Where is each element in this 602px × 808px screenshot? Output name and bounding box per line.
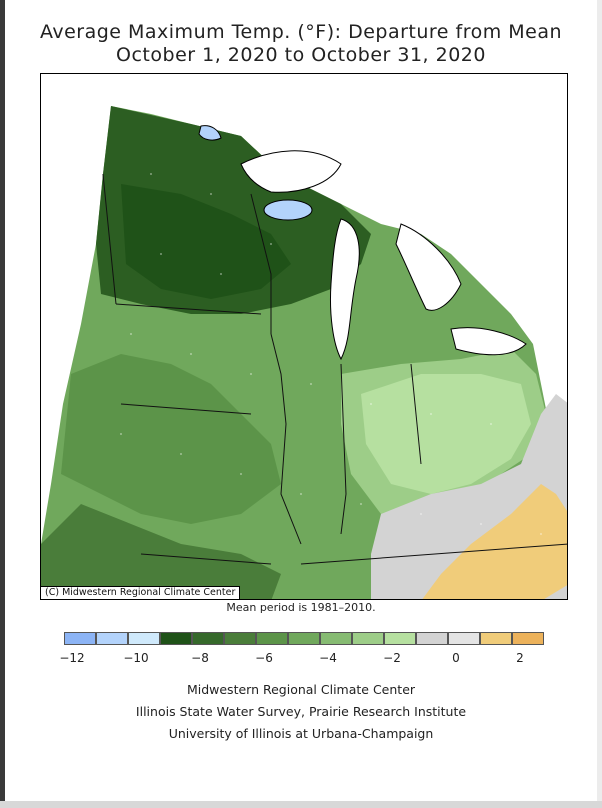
legend-swatch [448,632,480,645]
credit-line-2: Illinois State Water Survey, Prairie Res… [135,704,467,719]
departure-map [41,106,567,599]
legend-swatch [384,632,416,645]
legend-tick-label: −2 [383,651,401,665]
legend-swatch [352,632,384,645]
state-border-il [270,333,302,545]
legend-tick-label: −10 [123,651,149,665]
region-lighter-east [361,374,531,494]
region-darkgreen-south [41,504,281,599]
legend-tick-label: 0 [452,651,460,665]
color-legend [64,632,544,646]
legend-swatch [288,632,320,645]
state-border-mn-west [102,173,117,305]
state-border-mn-ia [115,303,262,315]
map-title-line2: October 1, 2020 to October 31, 2020 [116,44,486,66]
region-tan-southeast [422,484,567,599]
legend-tick-label: −4 [319,651,337,665]
legend-tick-label: −12 [59,651,85,665]
credit-line-1: Midwestern Regional Climate Center [186,682,416,697]
legend-swatch [320,632,352,645]
legend-swatch [224,632,256,645]
legend-swatch [160,632,192,645]
window-left-edge [0,0,5,808]
legend-tick-label: −6 [255,651,273,665]
legend-swatch [192,632,224,645]
legend-swatch [416,632,448,645]
state-border-ky-tn [300,543,567,565]
map-copyright-label: (C) Midwestern Regional Climate Center [40,586,241,600]
state-border-in [340,363,347,535]
lake-huron [395,223,462,311]
lake-blue-patch [263,199,313,221]
legend-tick-labels: −12 −10 −8 −6 −4 −2 0 2 [0,651,602,669]
window-bottom-edge [0,801,602,808]
window-right-edge [597,0,602,801]
legend-swatch [128,632,160,645]
lake-michigan [330,218,360,361]
map-panel [40,73,568,600]
region-darker-core [121,184,291,299]
state-border-oh [410,363,422,465]
state-border-ia-mo [120,403,252,415]
credit-line-3: University of Illinois at Urbana-Champai… [168,726,434,741]
legend-swatch [256,632,288,645]
map-title-line1: Average Maximum Temp. (°F): Departure fr… [39,21,563,43]
lake-superior [240,150,342,193]
legend-tick-label: −8 [191,651,209,665]
legend-tick-label: 2 [516,651,524,665]
legend-swatch [480,632,512,645]
legend-swatch [96,632,128,645]
legend-swatch [512,632,544,645]
legend-swatch [64,632,96,645]
mean-period-note: Mean period is 1981–2010. [226,601,376,614]
state-border-mo-ar [140,553,272,565]
state-border-wi-mi [250,193,272,334]
region-mid-west [61,354,281,524]
lake-top-blue [198,125,222,141]
lake-erie [450,327,527,356]
